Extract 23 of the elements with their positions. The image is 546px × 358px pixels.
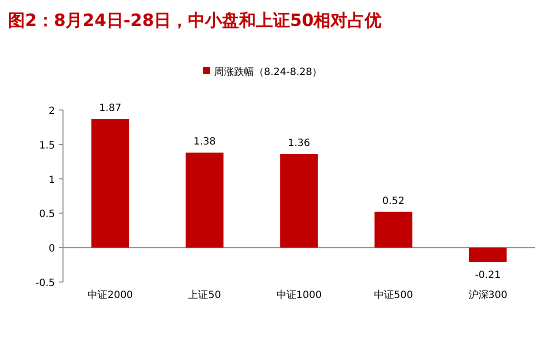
legend-label: 周涨跌幅（8.24-8.28） xyxy=(214,66,322,78)
y-tick-label: 2 xyxy=(48,106,55,117)
bar xyxy=(468,248,507,262)
chart-title: 图2：8月24日-28日，中小盘和上证50相对占优 xyxy=(8,11,382,31)
data-label: 1.38 xyxy=(193,136,216,148)
y-tick-label: 0.5 xyxy=(39,209,55,220)
data-label: 0.52 xyxy=(382,196,405,207)
data-label: 1.36 xyxy=(288,138,310,150)
y-tick-label: -0.5 xyxy=(35,278,55,289)
bar xyxy=(186,152,224,248)
x-tick-label: 沪深300 xyxy=(468,289,508,301)
y-tick-label: 0 xyxy=(48,244,55,255)
x-tick-label: 中证1000 xyxy=(276,289,322,301)
bar xyxy=(91,118,130,248)
bar xyxy=(374,212,412,248)
x-tick-label: 中证500 xyxy=(374,289,413,301)
bar xyxy=(280,154,318,248)
y-tick-label: 1.5 xyxy=(39,140,55,152)
x-tick-label: 上证50 xyxy=(188,289,221,301)
y-tick-label: 1 xyxy=(48,174,55,186)
data-label: -0.21 xyxy=(474,270,501,282)
data-label: 1.87 xyxy=(99,102,122,114)
x-tick-label: 中证2000 xyxy=(87,289,133,301)
